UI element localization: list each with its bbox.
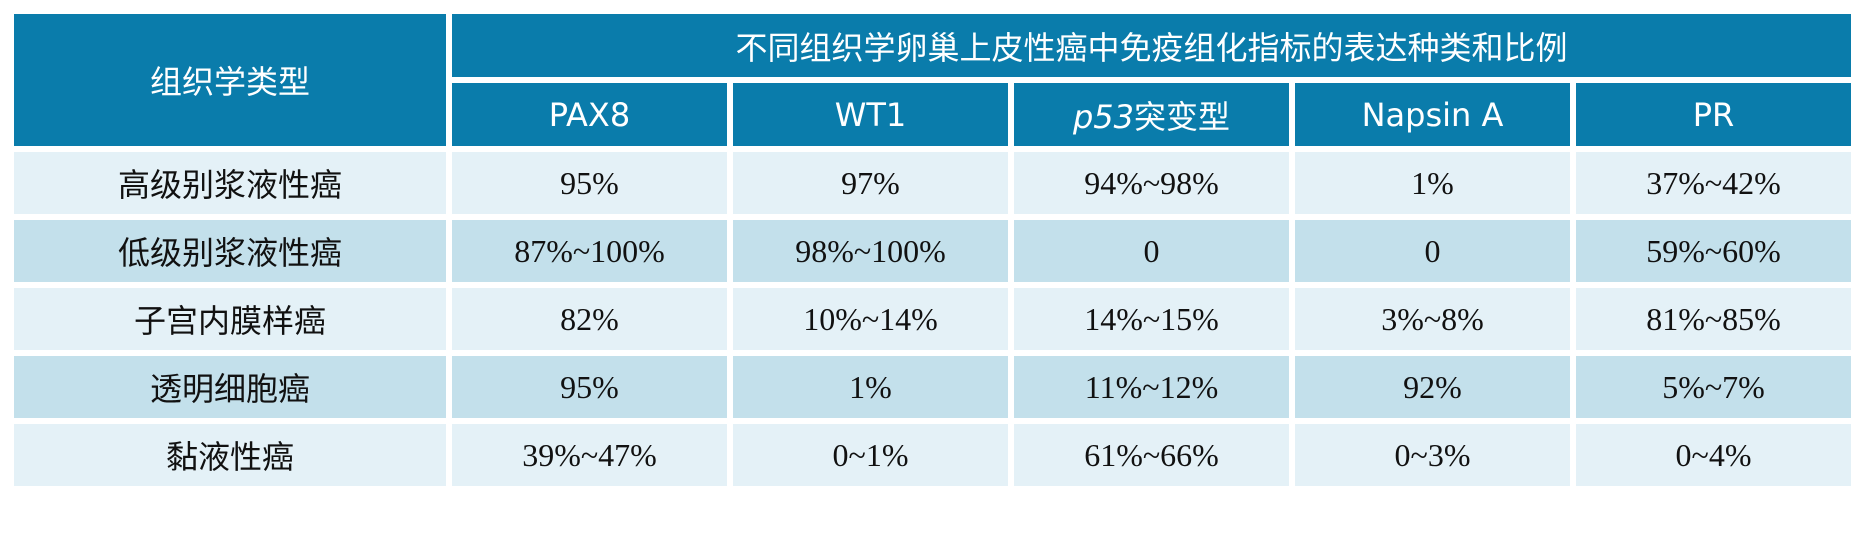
cell: 92% [1295, 356, 1570, 418]
row-label: 黏液性癌 [14, 424, 446, 486]
table-body: 高级别浆液性癌 95% 97% 94%~98% 1% 37%~42% 低级别浆液性癌 87%~… [14, 152, 1851, 486]
column-header: WT1 [733, 83, 1008, 146]
cell: 0~4% [1576, 424, 1851, 486]
cell: 39%~47% [452, 424, 727, 486]
cell: 5%~7% [1576, 356, 1851, 418]
cell: 61%~66% [1014, 424, 1289, 486]
cell: 0 [1014, 220, 1289, 282]
row-label: 透明细胞癌 [14, 356, 446, 418]
group-header: 不同组织学卵巢上皮性癌中免疫组化指标的表达种类和比例 [452, 14, 1851, 77]
column-header-italic: p53 [1072, 97, 1134, 136]
cell: 97% [733, 152, 1008, 214]
row-label: 子宫内膜样癌 [14, 288, 446, 350]
column-header: p53突变型 [1014, 83, 1289, 146]
cell: 82% [452, 288, 727, 350]
cell: 11%~12% [1014, 356, 1289, 418]
cell: 0 [1295, 220, 1570, 282]
column-row: PAX8 WT1 p53突变型 Napsin A PR [14, 83, 1851, 146]
row-label: 低级别浆液性癌 [14, 220, 446, 282]
data-row: 低级别浆液性癌 87%~100% 98%~100% 0 0 59%~60% [14, 220, 1851, 282]
data-row: 黏液性癌 39%~47% 0~1% 61%~66% 0~3% 0~4% [14, 424, 1851, 486]
data-row: 高级别浆液性癌 95% 97% 94%~98% 1% 37%~42% [14, 152, 1851, 214]
row-label: 高级别浆液性癌 [14, 152, 446, 214]
data-table: 组织学类型 不同组织学卵巢上皮性癌中免疫组化指标的表达种类和比例 PAX8 WT1… [8, 8, 1857, 492]
cell: 95% [452, 356, 727, 418]
data-row: 透明细胞癌 95% 1% 11%~12% 92% 5%~7% [14, 356, 1851, 418]
cell: 1% [733, 356, 1008, 418]
header-row: 组织学类型 不同组织学卵巢上皮性癌中免疫组化指标的表达种类和比例 [14, 14, 1851, 146]
cell: 87%~100% [452, 220, 727, 282]
cell: 0~3% [1295, 424, 1570, 486]
cell: 94%~98% [1014, 152, 1289, 214]
row-header: 组织学类型 [14, 14, 446, 146]
cell: 10%~14% [733, 288, 1008, 350]
cell: 59%~60% [1576, 220, 1851, 282]
cell: 1% [1295, 152, 1570, 214]
cell: 95% [452, 152, 727, 214]
cell: 3%~8% [1295, 288, 1570, 350]
column-header: Napsin A [1295, 83, 1570, 146]
cell: 37%~42% [1576, 152, 1851, 214]
data-row: 子宫内膜样癌 82% 10%~14% 14%~15% 3%~8% 81%~85% [14, 288, 1851, 350]
cell: 0~1% [733, 424, 1008, 486]
table-head: 组织学类型 不同组织学卵巢上皮性癌中免疫组化指标的表达种类和比例 PAX8 WT1… [14, 14, 1851, 146]
cell: 98%~100% [733, 220, 1008, 282]
cell: 81%~85% [1576, 288, 1851, 350]
column-header-text: 突变型 [1134, 97, 1231, 136]
column-header: PAX8 [452, 83, 727, 146]
cell: 14%~15% [1014, 288, 1289, 350]
column-header: PR [1576, 83, 1851, 146]
